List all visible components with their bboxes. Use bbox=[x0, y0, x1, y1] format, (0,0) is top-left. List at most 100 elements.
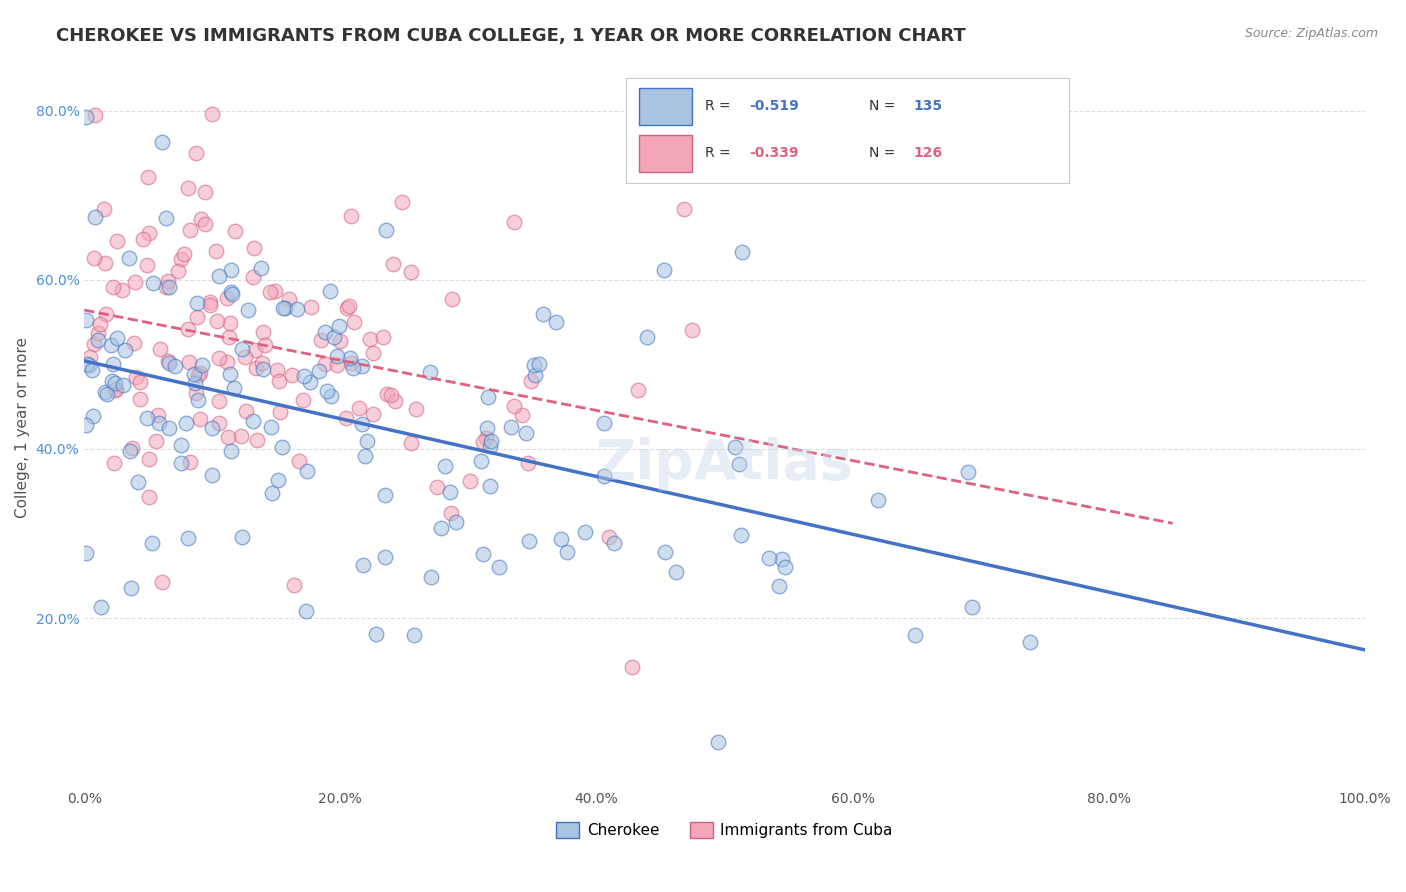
Point bbox=[770, 552, 793, 566]
Point bbox=[218, 317, 240, 331]
Point bbox=[519, 534, 541, 549]
Point bbox=[94, 306, 117, 320]
Point bbox=[157, 354, 180, 368]
Point bbox=[120, 444, 142, 458]
Point bbox=[188, 412, 211, 426]
Point bbox=[503, 399, 526, 413]
Point bbox=[90, 600, 112, 615]
Point bbox=[267, 374, 290, 388]
Point bbox=[105, 234, 128, 248]
Point bbox=[314, 325, 336, 339]
Point bbox=[124, 276, 146, 290]
Point bbox=[105, 331, 128, 345]
Point bbox=[271, 301, 294, 316]
Point bbox=[340, 209, 363, 223]
Point bbox=[262, 486, 284, 500]
Point bbox=[440, 506, 463, 520]
Point bbox=[283, 578, 305, 592]
Point bbox=[148, 408, 170, 422]
Point bbox=[593, 417, 616, 431]
Point bbox=[177, 355, 200, 369]
Point bbox=[155, 280, 177, 294]
Point bbox=[627, 383, 650, 397]
Point bbox=[103, 383, 125, 397]
Point bbox=[112, 378, 135, 392]
Point bbox=[122, 335, 145, 350]
Point bbox=[87, 333, 110, 347]
Point bbox=[342, 361, 364, 376]
Point bbox=[288, 454, 311, 468]
Point bbox=[184, 145, 207, 160]
Point bbox=[194, 186, 217, 200]
Point bbox=[183, 367, 205, 381]
Point bbox=[205, 244, 228, 258]
Point bbox=[219, 368, 242, 382]
Point bbox=[104, 382, 127, 396]
Point bbox=[142, 276, 165, 290]
Point bbox=[93, 202, 115, 217]
Point bbox=[231, 342, 253, 356]
Point bbox=[363, 407, 385, 421]
Point bbox=[325, 358, 347, 372]
Point bbox=[242, 241, 264, 255]
Point bbox=[430, 520, 453, 534]
Point bbox=[292, 393, 315, 408]
Point bbox=[621, 660, 644, 674]
Point bbox=[138, 226, 160, 240]
Point bbox=[205, 313, 228, 327]
Legend: Cherokee, Immigrants from Cuba: Cherokee, Immigrants from Cuba bbox=[550, 816, 898, 844]
Point bbox=[179, 223, 201, 237]
Point bbox=[150, 136, 173, 150]
Point bbox=[673, 202, 696, 216]
Point bbox=[245, 361, 267, 376]
Point bbox=[100, 338, 122, 352]
Point bbox=[138, 451, 160, 466]
Bar bbox=[638, 88, 692, 125]
Point bbox=[479, 434, 502, 449]
Text: 126: 126 bbox=[914, 146, 942, 161]
Point bbox=[375, 387, 398, 401]
Point bbox=[475, 421, 498, 435]
Point bbox=[101, 280, 124, 294]
Point bbox=[531, 307, 554, 321]
Point bbox=[136, 169, 159, 184]
Point bbox=[149, 342, 172, 356]
Point bbox=[229, 429, 252, 443]
Point bbox=[866, 492, 889, 507]
Text: ZipAtlas: ZipAtlas bbox=[596, 437, 853, 491]
Point bbox=[121, 441, 143, 455]
Point bbox=[89, 318, 111, 332]
Point bbox=[221, 287, 243, 301]
Text: R =: R = bbox=[706, 146, 735, 161]
Point bbox=[544, 315, 567, 329]
Point bbox=[402, 628, 425, 642]
Point bbox=[515, 425, 537, 440]
Point bbox=[574, 524, 596, 539]
Point bbox=[350, 359, 373, 374]
Point bbox=[339, 351, 361, 365]
Point bbox=[231, 530, 253, 544]
Point bbox=[374, 223, 396, 237]
Text: -0.339: -0.339 bbox=[749, 146, 799, 161]
Point bbox=[75, 312, 97, 326]
Point bbox=[233, 351, 256, 365]
Point bbox=[219, 262, 242, 277]
Point bbox=[198, 298, 221, 312]
Point bbox=[170, 252, 193, 266]
Point bbox=[433, 459, 456, 474]
Point bbox=[440, 293, 463, 307]
Point bbox=[426, 480, 449, 494]
Point bbox=[138, 490, 160, 504]
Point bbox=[125, 369, 148, 384]
Point bbox=[246, 433, 269, 447]
Point bbox=[259, 420, 281, 434]
Point bbox=[298, 376, 321, 390]
Point bbox=[681, 323, 703, 337]
Point bbox=[87, 326, 110, 340]
Point bbox=[336, 301, 359, 315]
Point bbox=[129, 375, 152, 389]
Point bbox=[190, 211, 212, 226]
Point bbox=[652, 263, 675, 277]
Point bbox=[250, 261, 273, 276]
Point bbox=[603, 536, 626, 550]
